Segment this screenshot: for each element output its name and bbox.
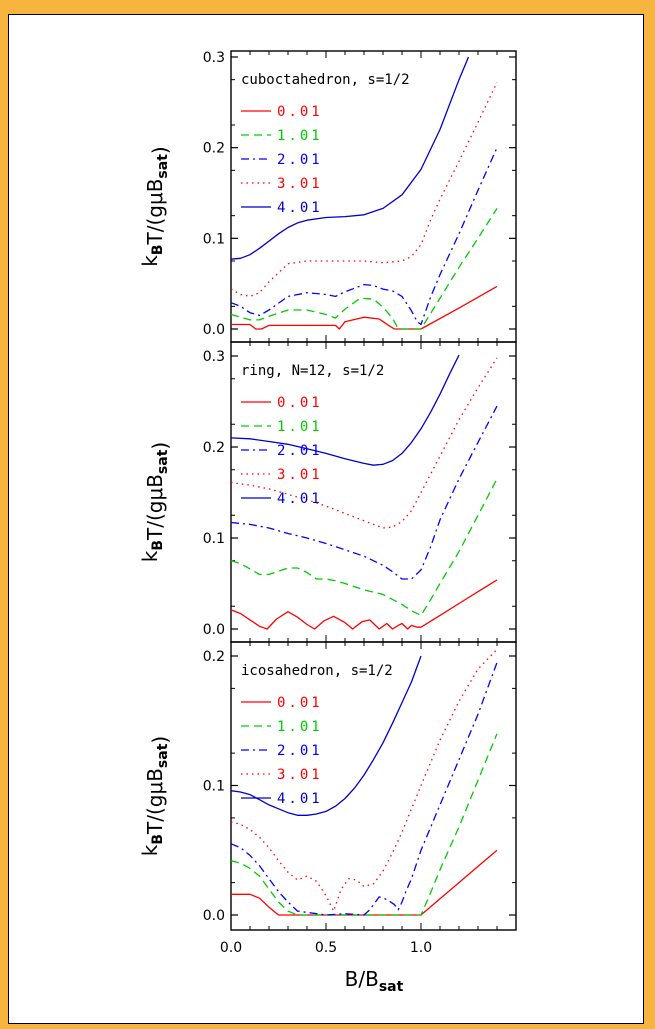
y-label-subscript: B xyxy=(150,540,166,551)
panel-frame xyxy=(230,641,517,931)
y-tick-label: 0.2 xyxy=(203,649,225,665)
y-axis-label: kBT/(gμBsat) xyxy=(138,736,172,856)
series-line-1.01 xyxy=(230,478,498,617)
series-line-3.01 xyxy=(230,649,498,912)
y-label-text: ) xyxy=(148,736,172,744)
y-tick-label: 0.2 xyxy=(203,440,225,456)
series-line-2.01 xyxy=(230,405,498,580)
y-label-text: T/(gμB xyxy=(143,474,167,541)
series-line-1.01 xyxy=(230,733,498,916)
series-line-2.01 xyxy=(230,662,498,916)
legend-entry: 4.01 xyxy=(277,491,323,507)
y-label-subscript: sat xyxy=(155,449,171,474)
legend-entry: 2.01 xyxy=(277,743,323,759)
y-axis-label: kBT/(gμBsat) xyxy=(138,442,172,562)
legend-entry: 0.01 xyxy=(277,395,323,411)
legend-entry: 0.01 xyxy=(277,695,323,711)
series-line-0.01 xyxy=(230,579,498,630)
panel-2: 0.0 0.1 0.2 kBT/(gμBsat) icosahedron, s=1/2 0… xyxy=(138,641,517,931)
y-tick-label: 0.0 xyxy=(203,322,225,338)
y-label-subscript: sat xyxy=(155,743,171,768)
panel-frame xyxy=(230,341,517,643)
y-label-text: ) xyxy=(148,442,172,450)
y-label-text: T/(gμB xyxy=(143,179,167,246)
x-label-subscript: sat xyxy=(379,979,404,995)
legend-entry: 4.01 xyxy=(277,791,323,807)
y-tick-label: 0.1 xyxy=(203,231,225,247)
x-tick-label: 0.0 xyxy=(220,940,242,956)
legend-entry: 1.01 xyxy=(277,419,323,435)
legend-entry: 2.01 xyxy=(277,443,323,459)
series-line-4.01 xyxy=(230,655,422,816)
panel-title: icosahedron, s=1/2 xyxy=(241,663,393,679)
legend-entry: 1.01 xyxy=(277,719,323,735)
panel-1: 0.0 0.1 0.2 0.3 kBT/(gμBsat) ring, N=12, s=1/… xyxy=(138,341,517,643)
legend-entry: 3.01 xyxy=(277,176,323,192)
y-label-text: k xyxy=(138,844,162,856)
legend-entry: 3.01 xyxy=(277,767,323,783)
y-tick-label: 0.2 xyxy=(203,141,225,157)
x-axis-label: B/Bsat xyxy=(345,967,404,995)
y-tick-label: 0.1 xyxy=(203,779,225,795)
series-line-4.01 xyxy=(230,354,460,466)
y-label-subscript: B xyxy=(150,834,166,845)
legend-entry: 4.01 xyxy=(277,200,323,216)
legend-entry: 1.01 xyxy=(277,128,323,144)
panel-frame xyxy=(230,50,517,343)
x-tick-label: 1.0 xyxy=(410,940,432,956)
y-axis-label: kBT/(gμBsat) xyxy=(138,146,172,266)
y-label-subscript: sat xyxy=(155,154,171,179)
series-line-3.01 xyxy=(230,82,498,298)
legend-entry: 0.01 xyxy=(277,104,323,120)
series-line-1.01 xyxy=(230,208,498,330)
y-label-text: k xyxy=(138,255,162,267)
series-line-3.01 xyxy=(230,357,498,529)
x-label-text: B/B xyxy=(345,967,379,991)
y-label-text: ) xyxy=(148,146,172,154)
series-line-0.01 xyxy=(231,285,498,330)
figure-frame: 0.0 0.1 0.2 0.3 kBT/(gμBsat) cuboctahedron, s… xyxy=(8,14,644,1024)
y-label-subscript: B xyxy=(150,244,166,255)
y-tick-label: 0.3 xyxy=(203,349,225,365)
series-line-0.01 xyxy=(231,849,498,916)
series-line-2.01 xyxy=(230,147,498,326)
y-tick-label: 0.1 xyxy=(203,531,225,547)
y-label-text: k xyxy=(138,550,162,562)
y-tick-label: 0.0 xyxy=(203,622,225,638)
y-tick-label: 0.3 xyxy=(203,50,225,66)
panel-title: ring, N=12, s=1/2 xyxy=(241,363,384,379)
x-tick-label: 0.5 xyxy=(315,940,337,956)
series-line-4.01 xyxy=(230,56,470,260)
legend-entry: 2.01 xyxy=(277,152,323,168)
legend-entry: 3.01 xyxy=(277,467,323,483)
panel-title: cuboctahedron, s=1/2 xyxy=(241,72,410,88)
y-label-text: T/(gμB xyxy=(143,768,167,835)
y-tick-label: 0.0 xyxy=(203,908,225,924)
panel-0: 0.0 0.1 0.2 0.3 kBT/(gμBsat) cuboctahedron, s… xyxy=(138,50,517,343)
